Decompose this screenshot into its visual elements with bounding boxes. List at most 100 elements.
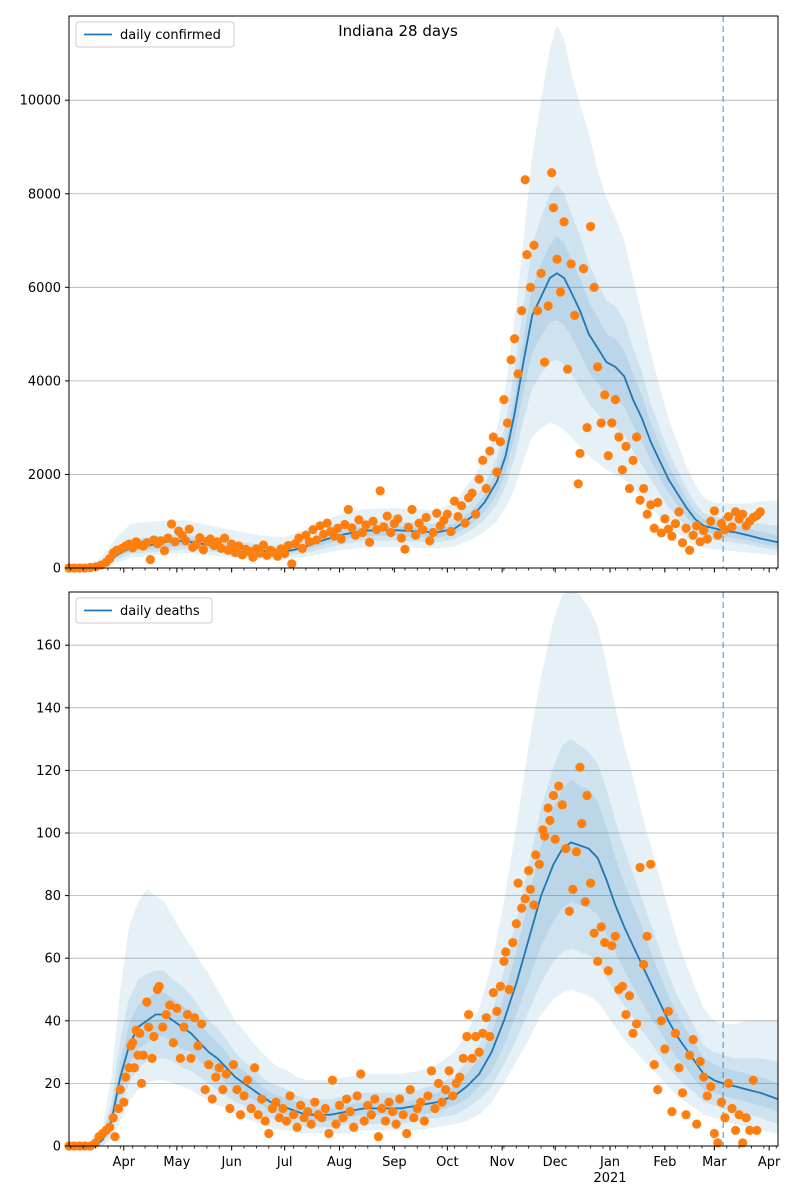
confirmed-observed-point (294, 533, 304, 543)
deaths-observed-point (723, 1078, 734, 1089)
deaths-observed-point (649, 1060, 659, 1070)
deaths-legend-box (75, 597, 213, 624)
confirmed-observed-point (667, 531, 677, 541)
confirmed-observed-point (280, 548, 290, 559)
deaths-observed-point (727, 1103, 737, 1114)
confirmed-observed-point (467, 488, 477, 498)
deaths-observed-point (119, 1097, 129, 1107)
deaths-observed-point (492, 1006, 502, 1017)
deaths-observed-point (748, 1075, 758, 1085)
confirmed-observed-point (166, 519, 177, 529)
confirmed-observed-point (562, 364, 573, 374)
deaths-observed-point (172, 1003, 182, 1013)
deaths-observed-point (405, 1085, 415, 1095)
confirmed-observed-point (198, 545, 208, 555)
confirmed-y-tick-label: 4000 (28, 374, 61, 389)
deaths-observed-point (128, 1038, 138, 1048)
deaths-observed-point (246, 1103, 256, 1114)
confirmed-observed-point (400, 544, 410, 554)
deaths-legend-label: daily deaths (120, 604, 200, 619)
confirmed-observed-point (255, 548, 265, 558)
deaths-observed-point (568, 884, 578, 894)
confirmed-observed-point (614, 432, 624, 442)
confirmed-observed-point (471, 509, 481, 519)
confirmed-observed-point (684, 545, 695, 555)
deaths-axes-frame (68, 591, 779, 1147)
deaths-observed-point (274, 1113, 285, 1123)
deaths-observed-point (182, 1009, 193, 1020)
confirmed-observed-point (311, 535, 322, 545)
deaths-observed-point (341, 1094, 352, 1104)
deaths-observed-point (211, 1072, 221, 1082)
deaths-observed-point (281, 1116, 292, 1126)
confirmed-observed-point (315, 521, 325, 531)
deaths-observed-point (455, 1072, 465, 1082)
confirmed-observed-point (532, 306, 543, 316)
confirmed-observed-point (646, 500, 656, 510)
deaths-observed-point (334, 1100, 345, 1110)
confirmed-observed-point (308, 525, 318, 535)
deaths-observed-point (250, 1063, 260, 1073)
deaths-observed-point (702, 1091, 712, 1101)
deaths-observed-point (653, 1085, 663, 1095)
confirmed-observed-point (361, 520, 371, 530)
deaths-observed-point (495, 981, 506, 991)
confirmed-observed-point (517, 306, 527, 316)
deaths-observed-point (179, 1022, 189, 1032)
deaths-observed-point (143, 1022, 154, 1032)
deaths-observed-point (554, 781, 564, 791)
confirmed-observed-point (283, 540, 293, 551)
deaths-observed-point (391, 1119, 401, 1129)
deaths-observed-point (409, 1113, 419, 1123)
deaths-observed-point (617, 981, 628, 991)
confirmed-observed-point (442, 509, 452, 519)
deaths-observed-point (564, 906, 574, 916)
confirmed-observed-point (273, 551, 283, 561)
confirmed-observed-point (670, 518, 681, 529)
deaths-observed-point (631, 1019, 642, 1029)
deaths-observed-point (478, 1028, 488, 1038)
deaths-observed-point (635, 862, 645, 873)
deaths-observed-point (540, 831, 550, 841)
deaths-observed-point (331, 1119, 341, 1129)
confirmed-observed-point (649, 523, 659, 533)
deaths-observed-point (646, 859, 656, 869)
confirmed-observed-point (432, 508, 442, 518)
confirmed-observed-point (396, 533, 406, 543)
deaths-x-tick-label: Apr (758, 1155, 781, 1170)
confirmed-observed-point (142, 538, 152, 548)
confirmed-observed-point (446, 526, 456, 537)
deaths-observed-point (582, 790, 592, 801)
deaths-observed-point (113, 1103, 124, 1114)
confirmed-observed-point (474, 474, 484, 484)
deaths-observed-point (437, 1097, 447, 1107)
confirmed-observed-point (617, 465, 628, 475)
confirmed-observed-point (368, 516, 378, 526)
deaths-observed-point (692, 1119, 702, 1129)
confirmed-observed-point (706, 516, 716, 526)
deaths-observed-point (193, 1041, 203, 1051)
deaths-observed-point (504, 984, 514, 995)
confirmed-observed-point (502, 418, 513, 428)
confirmed-observed-point (573, 479, 583, 489)
confirmed-observed-point (145, 554, 155, 565)
deaths-observed-point (320, 1103, 330, 1114)
deaths-observed-point (548, 790, 559, 801)
confirmed-observed-point (570, 310, 580, 320)
deaths-observed-point (738, 1138, 748, 1148)
deaths-observed-point (221, 1069, 231, 1079)
confirmed-legend: daily confirmed (75, 21, 235, 48)
confirmed-observed-point (656, 528, 666, 538)
confirmed-observed-point (582, 423, 592, 433)
confirmed-observed-point (456, 501, 467, 511)
deaths-observed-point (513, 878, 523, 888)
deaths-x-tick-label: Oct (436, 1155, 458, 1170)
confirmed-observed-point (410, 530, 421, 540)
deaths-observed-point (296, 1100, 306, 1110)
deaths-observed-point (423, 1091, 433, 1101)
confirmed-observed-point (660, 514, 670, 524)
deaths-legend: daily deaths (75, 597, 213, 624)
confirmed-observed-point (382, 511, 392, 521)
deaths-observed-point (338, 1113, 348, 1123)
confirmed-observed-point (428, 527, 438, 538)
